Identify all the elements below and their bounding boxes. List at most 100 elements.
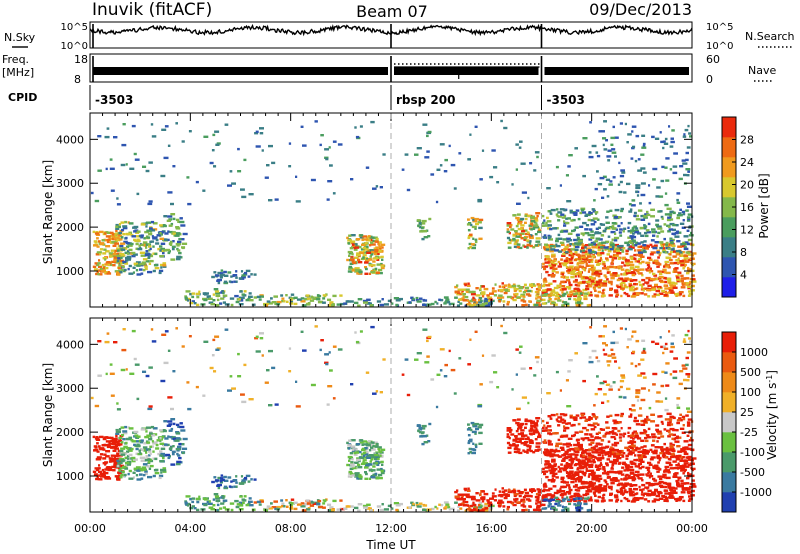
- power-echo-cell: [633, 257, 637, 261]
- power-echo-cell: [516, 202, 521, 205]
- power-echo-cell: [598, 238, 603, 241]
- power-echo-cell: [121, 143, 127, 147]
- power-echo-cell: [652, 178, 656, 181]
- velocity-echo-cell: [371, 455, 375, 459]
- velocity-echo-cell: [672, 449, 676, 452]
- power-echo-cell: [127, 221, 130, 224]
- power-echo-cell: [467, 247, 471, 250]
- velocity-echo-cell: [227, 476, 232, 479]
- velocity-echo-cell: [561, 459, 566, 462]
- velocity-echo-cell: [510, 433, 515, 436]
- velocity-echo-cell: [266, 507, 269, 511]
- power-echo-cell: [688, 225, 694, 228]
- power-echo-cell: [626, 244, 631, 247]
- power-echo-cell: [573, 293, 576, 296]
- velocity-echo-cell: [105, 450, 111, 453]
- velocity-echo-cell: [478, 442, 483, 445]
- power-echo-cell: [519, 232, 525, 235]
- power-echo-cell: [593, 272, 599, 275]
- velocity-echo-cell: [494, 488, 497, 491]
- velocity-echo-cell: [628, 492, 634, 496]
- velocity-echo-cell: [116, 452, 122, 455]
- power-echo-cell: [548, 246, 551, 250]
- power-echo-cell: [667, 247, 672, 250]
- power-echo-cell: [546, 288, 552, 291]
- power-echo-cell: [605, 259, 609, 262]
- power-echo-cell: [470, 293, 476, 296]
- power-echo-cell: [672, 244, 676, 247]
- velocity-echo-cell: [364, 477, 369, 480]
- velocity-echo-cell: [509, 444, 514, 447]
- power-echo-cell: [148, 249, 151, 252]
- power-echo-cell: [159, 255, 165, 258]
- power-echo-cell: [356, 272, 360, 275]
- power-echo-cell: [95, 233, 101, 236]
- power-echo-cell: [135, 269, 139, 272]
- velocity-echo-cell: [673, 455, 677, 458]
- power-echo-cell: [658, 279, 664, 283]
- power-echo-cell: [471, 246, 476, 250]
- velocity-echo-cell: [474, 443, 478, 446]
- power-echo-cell: [687, 253, 692, 256]
- velocity-echo-cell: [631, 478, 636, 482]
- velocity-echo-cell: [587, 475, 591, 478]
- power-echo-cell: [511, 297, 514, 300]
- power-echo-cell: [369, 244, 372, 247]
- velocity-echo-cell: [658, 477, 663, 481]
- power-echo-cell: [642, 144, 646, 148]
- power-echo-cell: [430, 173, 435, 176]
- velocity-echo-cell: [489, 505, 493, 508]
- power-echo-cell: [125, 259, 129, 262]
- power-echo-cell: [591, 270, 595, 274]
- power-echo-cell: [120, 268, 124, 272]
- power-echo-cell: [661, 165, 665, 169]
- velocity-echo-cell: [657, 461, 660, 464]
- velocity-echo-cell: [356, 458, 361, 462]
- power-echo-cell: [208, 301, 214, 304]
- power-echo-cell: [632, 145, 636, 149]
- power-echo-cell: [565, 257, 569, 260]
- velocity-echo-cell: [144, 470, 148, 473]
- power-echo-cell: [559, 262, 565, 265]
- power-echo-cell: [625, 292, 629, 296]
- power-echo-cell: [559, 294, 564, 298]
- power-echo-cell: [515, 292, 519, 296]
- power-echo-cell: [655, 277, 659, 281]
- power-echo-cell: [690, 284, 695, 288]
- power-echo-cell: [436, 168, 441, 171]
- power-echo-cell: [606, 268, 610, 271]
- power-echo-cell: [120, 163, 126, 167]
- power-echo-cell: [571, 229, 575, 233]
- velocity-echo-cell: [162, 469, 167, 472]
- velocity-echo-cell: [140, 428, 146, 431]
- power-echo-cell: [597, 252, 603, 255]
- velocity-echo-cell: [472, 501, 475, 504]
- power-echo-cell: [259, 132, 264, 135]
- power-echo-cell: [595, 270, 599, 274]
- velocity-echo-cell: [419, 435, 424, 438]
- velocity-echo-cell: [648, 494, 652, 497]
- velocity-echo-cell: [684, 446, 689, 449]
- velocity-echo-cell: [687, 458, 692, 461]
- power-echo-cell: [501, 282, 504, 285]
- velocity-echo-cell: [120, 426, 125, 429]
- velocity-echo-cell: [679, 498, 682, 501]
- power-echo-cell: [422, 230, 427, 233]
- velocity-echo-cell: [524, 422, 528, 426]
- power-echo-cell: [316, 298, 321, 301]
- power-echo-cell: [635, 190, 638, 193]
- power-echo-cell: [381, 258, 384, 261]
- date-title: 09/Dec/2013: [589, 0, 692, 19]
- velocity-echo-cell: [468, 447, 472, 451]
- power-echo-cell: [565, 276, 570, 279]
- power-echo-cell: [322, 297, 326, 300]
- velocity-echo-cell: [565, 442, 571, 445]
- power-echo-cell: [618, 277, 624, 280]
- velocity-echo-cell: [545, 426, 548, 430]
- velocity-echo-cell: [331, 508, 335, 512]
- velocity-echo-cell: [270, 502, 273, 505]
- power-echo-cell: [512, 234, 516, 237]
- power-echo-cell: [118, 223, 122, 226]
- power-echo-cell: [128, 272, 134, 275]
- power-echo-cell: [327, 298, 332, 301]
